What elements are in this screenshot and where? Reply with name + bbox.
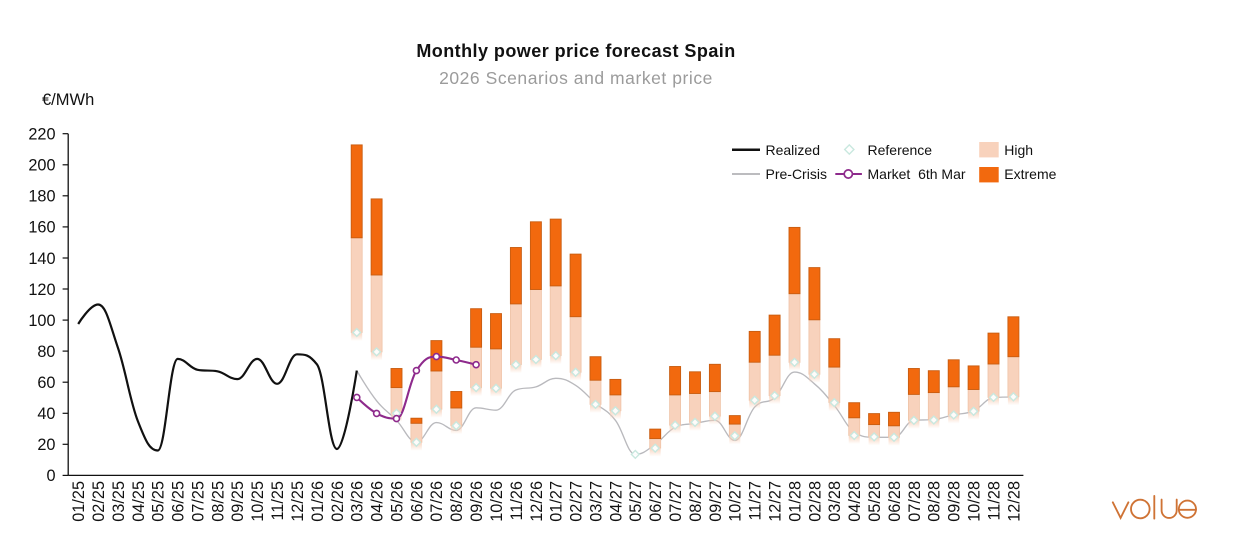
- svg-text:04/25: 04/25: [130, 481, 148, 522]
- svg-text:Market 6th Mar: Market 6th Mar: [868, 166, 966, 182]
- svg-text:10/26: 10/26: [488, 481, 506, 522]
- svg-text:80: 80: [37, 343, 55, 361]
- svg-text:09/26: 09/26: [468, 481, 486, 522]
- svg-text:160: 160: [28, 219, 55, 237]
- svg-text:02/27: 02/27: [568, 481, 586, 522]
- svg-text:04/28: 04/28: [846, 481, 864, 522]
- svg-text:09/28: 09/28: [946, 481, 964, 522]
- svg-text:04/27: 04/27: [607, 481, 625, 522]
- svg-text:10/27: 10/27: [727, 481, 745, 522]
- svg-text:03/28: 03/28: [826, 481, 844, 522]
- svg-text:200: 200: [28, 157, 55, 175]
- svg-text:02/25: 02/25: [90, 481, 108, 522]
- svg-text:05/26: 05/26: [388, 481, 406, 522]
- svg-text:07/26: 07/26: [428, 481, 446, 522]
- svg-text:2026 Scenarios and market pric: 2026 Scenarios and market price: [439, 68, 713, 88]
- svg-text:11/25: 11/25: [269, 481, 287, 521]
- svg-text:07/27: 07/27: [667, 481, 685, 522]
- svg-text:Realized: Realized: [766, 142, 820, 158]
- svg-text:08/28: 08/28: [926, 481, 944, 522]
- svg-text:05/28: 05/28: [866, 481, 884, 522]
- svg-text:03/25: 03/25: [110, 481, 128, 522]
- svg-text:0: 0: [46, 467, 55, 485]
- svg-text:01/26: 01/26: [309, 481, 327, 522]
- svg-text:03/26: 03/26: [349, 481, 367, 522]
- svg-text:60: 60: [37, 374, 55, 392]
- svg-text:12/27: 12/27: [767, 481, 785, 522]
- svg-text:07/28: 07/28: [906, 481, 924, 522]
- svg-text:10/25: 10/25: [249, 481, 267, 522]
- svg-text:04/26: 04/26: [369, 481, 387, 522]
- svg-text:08/26: 08/26: [448, 481, 466, 522]
- svg-text:12/26: 12/26: [528, 481, 546, 522]
- svg-text:180: 180: [28, 188, 55, 206]
- svg-text:11/26: 11/26: [508, 481, 526, 521]
- svg-text:02/28: 02/28: [806, 481, 824, 522]
- svg-text:100: 100: [28, 312, 55, 330]
- svg-text:12/28: 12/28: [1005, 481, 1023, 522]
- svg-text:10/28: 10/28: [966, 481, 984, 522]
- svg-text:Pre-Crisis: Pre-Crisis: [766, 166, 827, 182]
- svg-text:09/27: 09/27: [707, 481, 725, 522]
- svg-text:01/25: 01/25: [70, 481, 88, 522]
- svg-text:140: 140: [28, 250, 55, 268]
- svg-text:03/27: 03/27: [587, 481, 605, 522]
- svg-text:220: 220: [28, 126, 55, 144]
- svg-text:12/25: 12/25: [289, 481, 307, 522]
- svg-text:06/26: 06/26: [408, 481, 426, 522]
- svg-text:06/28: 06/28: [886, 481, 904, 522]
- svg-text:02/26: 02/26: [329, 481, 347, 522]
- svg-text:Extreme: Extreme: [1004, 166, 1056, 182]
- svg-text:High: High: [1004, 142, 1033, 158]
- svg-text:06/25: 06/25: [170, 481, 188, 522]
- svg-text:01/28: 01/28: [786, 481, 804, 522]
- svg-text:40: 40: [37, 405, 55, 423]
- svg-text:11/27: 11/27: [747, 481, 765, 521]
- svg-text:Reference: Reference: [868, 142, 933, 158]
- svg-text:120: 120: [28, 281, 55, 299]
- svg-text:08/25: 08/25: [209, 481, 227, 522]
- svg-text:01/27: 01/27: [548, 481, 566, 522]
- svg-text:€/MWh: €/MWh: [42, 91, 94, 109]
- svg-text:05/27: 05/27: [627, 481, 645, 522]
- svg-text:05/25: 05/25: [150, 481, 168, 522]
- svg-text:09/25: 09/25: [229, 481, 247, 522]
- svg-text:20: 20: [37, 436, 55, 454]
- svg-text:07/25: 07/25: [190, 481, 208, 522]
- svg-text:11/28: 11/28: [985, 481, 1003, 521]
- svg-text:Monthly power price forecast S: Monthly power price forecast Spain: [416, 41, 735, 61]
- svg-text:08/27: 08/27: [687, 481, 705, 522]
- svg-text:06/27: 06/27: [647, 481, 665, 522]
